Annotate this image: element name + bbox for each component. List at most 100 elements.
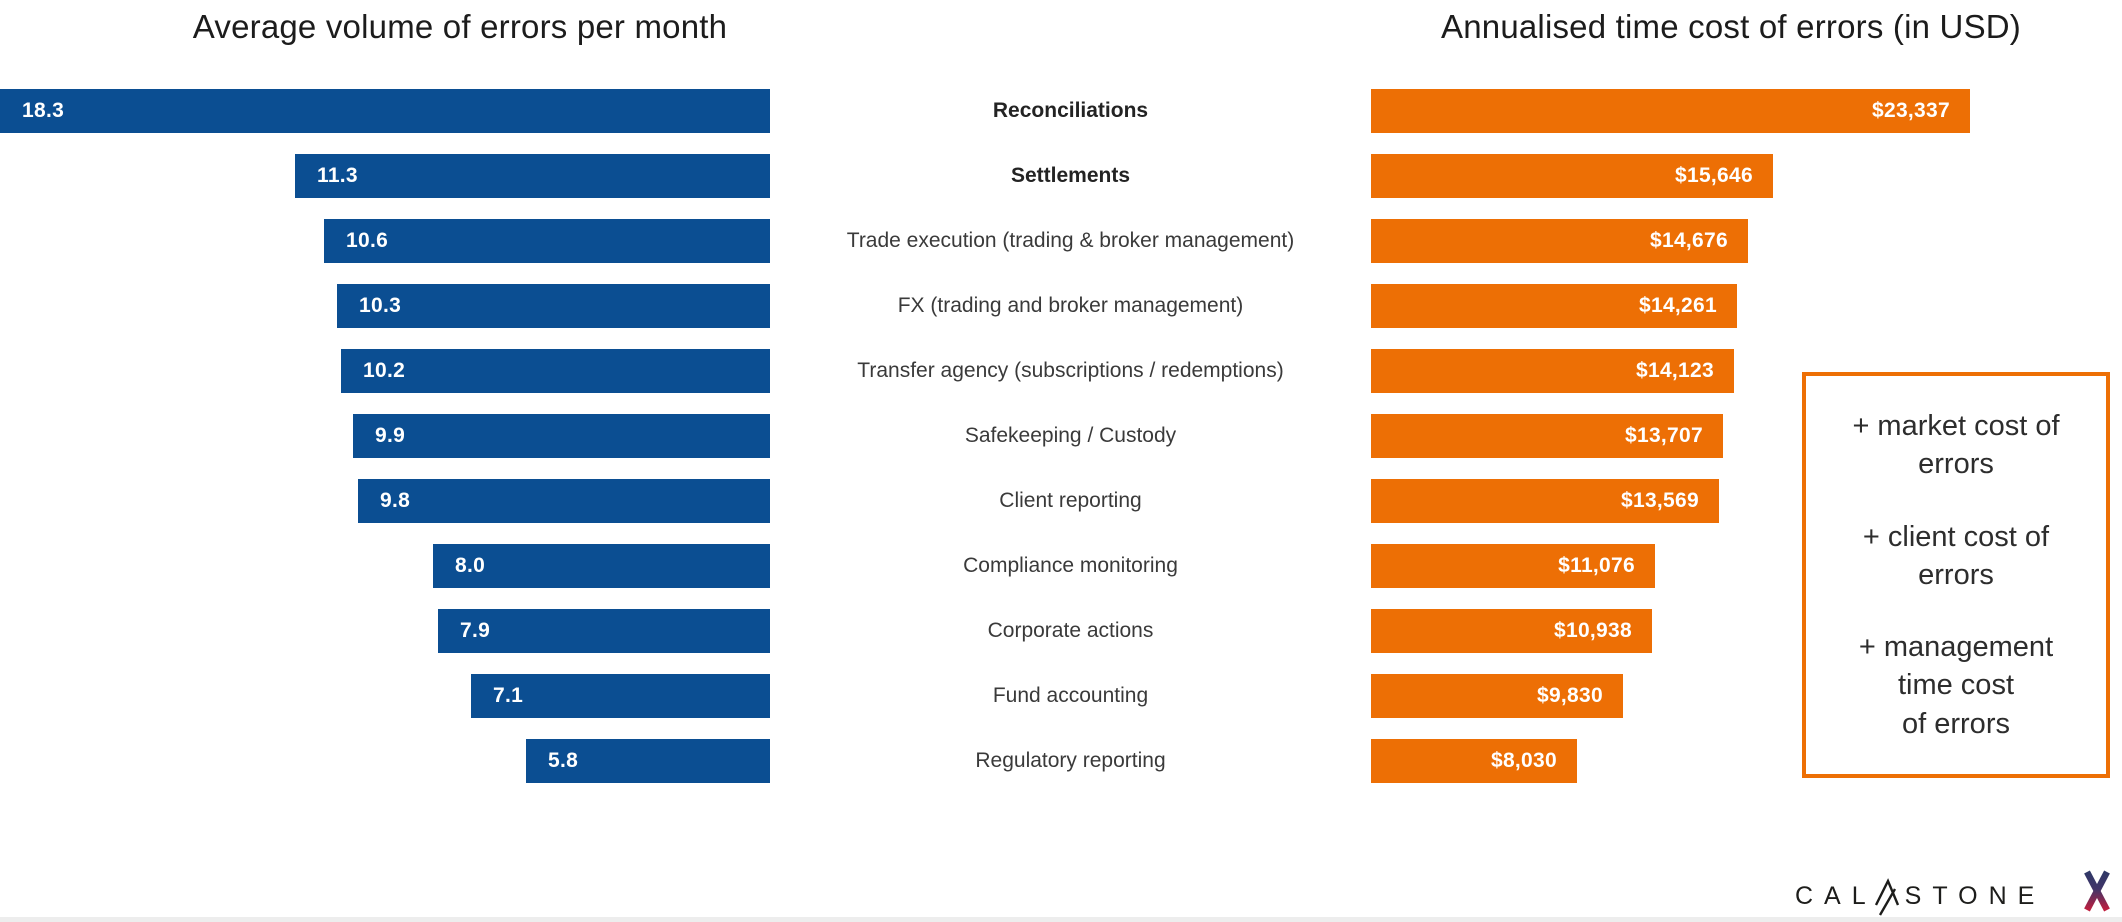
category-cell: Reconciliations	[770, 89, 1371, 154]
annotation-box: + market cost of errors + client cost of…	[1802, 372, 2110, 778]
chart-row: 18.3 Reconciliations $23,337	[0, 89, 2122, 154]
cost-bar-cell: $13,707	[1371, 414, 2122, 479]
volume-bar: 7.1	[471, 674, 770, 718]
volume-bar: 5.8	[526, 739, 770, 783]
category-label: Regulatory reporting	[975, 749, 1166, 772]
volume-value-label: 11.3	[317, 164, 358, 187]
category-label: Trade execution (trading & broker manage…	[846, 229, 1295, 252]
volume-bar-cell: 7.1	[0, 674, 770, 739]
cost-bar: $14,261	[1371, 284, 1737, 328]
calastone-logo: CAL STONE	[1795, 870, 2115, 921]
cost-value-label: $13,569	[1620, 489, 1699, 512]
volume-bar-cell: 8.0	[0, 544, 770, 609]
category-label: Fund accounting	[992, 684, 1149, 707]
volume-bar: 9.9	[353, 414, 770, 458]
chart-row: 8.0 Compliance monitoring $11,076	[0, 544, 2122, 609]
category-cell: Corporate actions	[770, 609, 1371, 674]
volume-value-label: 10.6	[346, 229, 389, 252]
volume-value-label: 10.2	[363, 359, 406, 382]
volume-bar-cell: 18.3	[0, 89, 770, 154]
cost-bar-cell: $10,938	[1371, 609, 2122, 674]
category-cell: Transfer agency (subscriptions / redempt…	[770, 349, 1371, 414]
category-label: Reconciliations	[992, 99, 1149, 122]
category-label: Safekeeping / Custody	[964, 424, 1177, 447]
cost-bar-cell: $11,076	[1371, 544, 2122, 609]
cost-value-label: $14,123	[1635, 359, 1714, 382]
cost-bar: $10,938	[1371, 609, 1652, 653]
category-cell: Regulatory reporting	[770, 739, 1371, 804]
volume-value-label: 10.3	[359, 294, 402, 317]
volume-bar: 18.3	[0, 89, 770, 133]
volume-value-label: 7.1	[493, 684, 524, 707]
cost-value-label: $10,938	[1553, 619, 1632, 642]
volume-bar: 8.0	[433, 544, 770, 588]
category-label: FX (trading and broker management)	[897, 294, 1244, 317]
volume-bar: 10.6	[324, 219, 770, 263]
cost-bar: $13,707	[1371, 414, 1723, 458]
cost-value-label: $9,830	[1536, 684, 1603, 707]
category-cell: Trade execution (trading & broker manage…	[770, 219, 1371, 284]
category-cell: Fund accounting	[770, 674, 1371, 739]
volume-value-label: 8.0	[455, 554, 486, 577]
calastone-x-icon	[2079, 868, 2115, 919]
chart-row: 9.9 Safekeeping / Custody $13,707	[0, 414, 2122, 479]
cost-bar: $14,676	[1371, 219, 1748, 263]
category-cell: FX (trading and broker management)	[770, 284, 1371, 349]
cost-bar-cell: $8,030	[1371, 739, 2122, 804]
left-chart-title: Average volume of errors per month	[192, 8, 728, 45]
chart-row: 10.6 Trade execution (trading & broker ma…	[0, 219, 2122, 284]
volume-bar-cell: 10.6	[0, 219, 770, 284]
category-label: Settlements	[1010, 164, 1131, 187]
volume-bar-cell: 7.9	[0, 609, 770, 674]
volume-value-label: 18.3	[22, 99, 65, 122]
annotation-market-cost: + market cost of errors	[1852, 410, 2060, 481]
volume-bar: 10.3	[337, 284, 770, 328]
volume-value-label: 9.8	[380, 489, 411, 512]
cost-value-label: $8,030	[1490, 749, 1557, 772]
logo-text-cal: CAL	[1795, 881, 1877, 910]
logo-text-stone: STONE	[1904, 881, 2046, 910]
volume-bar-cell: 11.3	[0, 154, 770, 219]
cost-value-label: $14,676	[1649, 229, 1728, 252]
cost-bar: $23,337	[1371, 89, 1970, 133]
category-cell: Safekeeping / Custody	[770, 414, 1371, 479]
volume-bar: 9.8	[358, 479, 770, 523]
cost-bar: $11,076	[1371, 544, 1655, 588]
category-label: Transfer agency (subscriptions / redempt…	[857, 359, 1284, 382]
category-label: Corporate actions	[987, 619, 1154, 642]
cost-value-label: $14,261	[1638, 294, 1717, 317]
volume-value-label: 7.9	[460, 619, 491, 642]
chart-row: 10.3 FX (trading and broker management) $1…	[0, 284, 2122, 349]
category-cell: Compliance monitoring	[770, 544, 1371, 609]
calastone-a-icon	[1873, 877, 1903, 922]
chart-row: 7.9 Corporate actions $10,938	[0, 609, 2122, 674]
cost-bar-cell: $9,830	[1371, 674, 2122, 739]
volume-value-label: 9.9	[375, 424, 406, 447]
category-label: Compliance monitoring	[963, 554, 1178, 577]
cost-bar-cell: $13,569	[1371, 479, 2122, 544]
bottom-divider	[0, 917, 2122, 922]
volume-bar: 10.2	[341, 349, 770, 393]
annotation-management-cost: + management time cost of errors	[1858, 631, 2054, 740]
cost-value-label: $11,076	[1558, 554, 1635, 577]
cost-bar-cell: $14,676	[1371, 219, 2122, 284]
cost-bar: $8,030	[1371, 739, 1577, 783]
cost-bar-cell: $14,123	[1371, 349, 2122, 414]
annotation-client-cost: + client cost of errors	[1862, 520, 2050, 591]
cost-value-label: $13,707	[1624, 424, 1703, 447]
chart-rows: 18.3 Reconciliations $23,337 11.3 Settlement…	[0, 89, 2122, 804]
chart-row: 7.1 Fund accounting $9,830	[0, 674, 2122, 739]
cost-bar: $13,569	[1371, 479, 1719, 523]
cost-value-label: $15,646	[1674, 164, 1753, 187]
volume-bar-cell: 9.8	[0, 479, 770, 544]
cost-bar: $9,830	[1371, 674, 1623, 718]
chart-row: 10.2 Transfer agency (subscriptions / red…	[0, 349, 2122, 414]
volume-bar-cell: 9.9	[0, 414, 770, 479]
category-cell: Settlements	[770, 154, 1371, 219]
volume-bar-cell: 10.3	[0, 284, 770, 349]
volume-bar: 11.3	[295, 154, 770, 198]
category-label: Client reporting	[999, 489, 1142, 512]
chart-row: 9.8 Client reporting $13,569	[0, 479, 2122, 544]
right-chart-title: Annualised time cost of errors (in USD)	[1441, 8, 2021, 45]
